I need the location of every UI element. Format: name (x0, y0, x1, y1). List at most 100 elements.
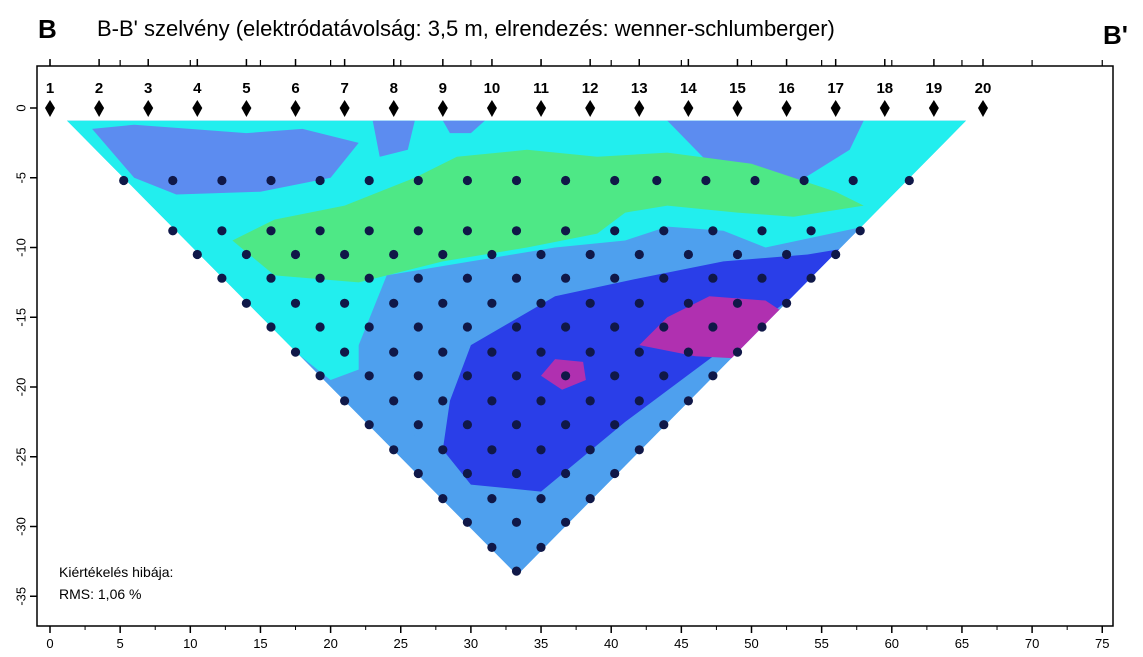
measurement-point (266, 322, 276, 332)
measurement-point (241, 249, 251, 260)
electrode-marker (437, 100, 448, 117)
measurement-point (634, 249, 644, 260)
measurement-point (585, 347, 595, 357)
x-tick-label: 25 (394, 636, 408, 651)
x-tick-label: 0 (46, 636, 53, 651)
x-tick-label: 15 (253, 636, 267, 651)
measurement-point (634, 396, 644, 406)
measurement-point (659, 322, 669, 332)
measurement-point (659, 226, 669, 236)
measurement-point (413, 322, 423, 332)
measurement-point (732, 249, 743, 260)
electrode-label: 2 (95, 80, 103, 97)
x-tick-label: 55 (814, 636, 828, 651)
electrode-label: 11 (533, 80, 549, 97)
electrode-label: 10 (484, 80, 501, 97)
measurement-point (732, 347, 743, 357)
measurement-point (462, 468, 472, 479)
electrode-label: 19 (926, 80, 943, 97)
measurement-point (389, 347, 399, 357)
measurement-point (511, 468, 522, 479)
measurement-point (290, 347, 301, 357)
measurement-point (610, 175, 620, 186)
measurement-point (561, 226, 571, 236)
measurement-point (585, 396, 595, 406)
electrode-marker (290, 100, 301, 117)
x-tick-label: 60 (885, 636, 899, 651)
measurement-point (683, 347, 694, 357)
measurement-point (659, 371, 669, 381)
measurement-point (438, 396, 448, 406)
electrode-marker (879, 100, 890, 117)
y-tick-label: -35 (13, 587, 28, 606)
measurement-point (585, 249, 595, 260)
electrode-label: 18 (876, 80, 893, 97)
measurement-point (782, 249, 792, 260)
measurement-point (634, 298, 644, 308)
electrode-label: 1 (46, 80, 54, 97)
measurement-point (561, 517, 571, 527)
zone-blue-light (92, 124, 359, 195)
electrode-marker (192, 100, 203, 117)
electrode-label: 20 (975, 80, 992, 97)
measurement-point (732, 298, 743, 308)
x-tick-label: 50 (744, 636, 758, 651)
measurement-point (536, 494, 546, 504)
rms-annotation-line1: Kiértékelés hibája: (59, 564, 173, 580)
zone-blue-light (442, 120, 485, 134)
rms-annotation: Kiértékelés hibája: RMS: 1,06 % (59, 564, 173, 602)
electrode-label: 6 (291, 80, 299, 97)
measurement-point (487, 494, 497, 504)
measurement-point (389, 445, 399, 455)
electrode-marker (585, 100, 596, 117)
electrode-label: 16 (778, 80, 795, 97)
electrode-marker (977, 100, 988, 117)
measurement-point (536, 542, 546, 553)
rms-annotation-line2: RMS: 1,06 % (59, 586, 141, 602)
measurement-point (708, 226, 718, 236)
electrode-marker (732, 100, 743, 117)
measurement-point (610, 322, 620, 332)
measurement-point (701, 175, 711, 186)
electrode-marker (683, 100, 694, 117)
measurement-point (462, 175, 472, 186)
measurement-point (487, 445, 497, 455)
plot-frame (36, 65, 1114, 627)
measurement-point (364, 371, 374, 381)
measurement-point (462, 517, 472, 527)
measurement-point (266, 226, 276, 236)
electrode-marker (45, 100, 55, 117)
measurement-point (487, 298, 497, 308)
measurement-point (511, 420, 522, 430)
measurement-point (659, 420, 669, 430)
y-axis: 0 -5 -10 -15 -20 -25 -30 -35 (13, 104, 37, 606)
measurement-point (757, 273, 767, 283)
measurement-point (364, 175, 374, 186)
resistivity-zones (66, 120, 967, 576)
electrode-marker (928, 100, 939, 117)
measurement-point (364, 322, 374, 332)
measurement-point (708, 322, 718, 332)
measurement-point (511, 371, 522, 381)
measurement-point (119, 175, 129, 186)
measurement-point (413, 371, 423, 381)
measurement-point (561, 322, 571, 332)
electrode-label: 13 (631, 80, 648, 97)
measurement-point (536, 298, 546, 308)
measurement-point (610, 371, 620, 381)
measurement-point (855, 226, 865, 236)
measurement-point (585, 445, 595, 455)
measurement-points (119, 175, 914, 576)
chart-title: B-B' szelvény (elektródatávolság: 3,5 m,… (97, 16, 835, 41)
measurement-point (610, 226, 620, 236)
measurement-point (561, 420, 571, 430)
y-tick-label: -15 (13, 308, 28, 327)
electrode-markers: 1 2 3 4 5 6 7 8 9 10 11 12 13 14 15 16 17 18 19 20 (45, 59, 991, 117)
electrode-label: 14 (680, 80, 697, 97)
measurement-point (438, 249, 448, 260)
measurement-point (561, 273, 571, 283)
measurement-point (659, 273, 669, 283)
measurement-point (806, 273, 816, 283)
measurement-point (340, 347, 350, 357)
electrode-marker (781, 100, 792, 117)
